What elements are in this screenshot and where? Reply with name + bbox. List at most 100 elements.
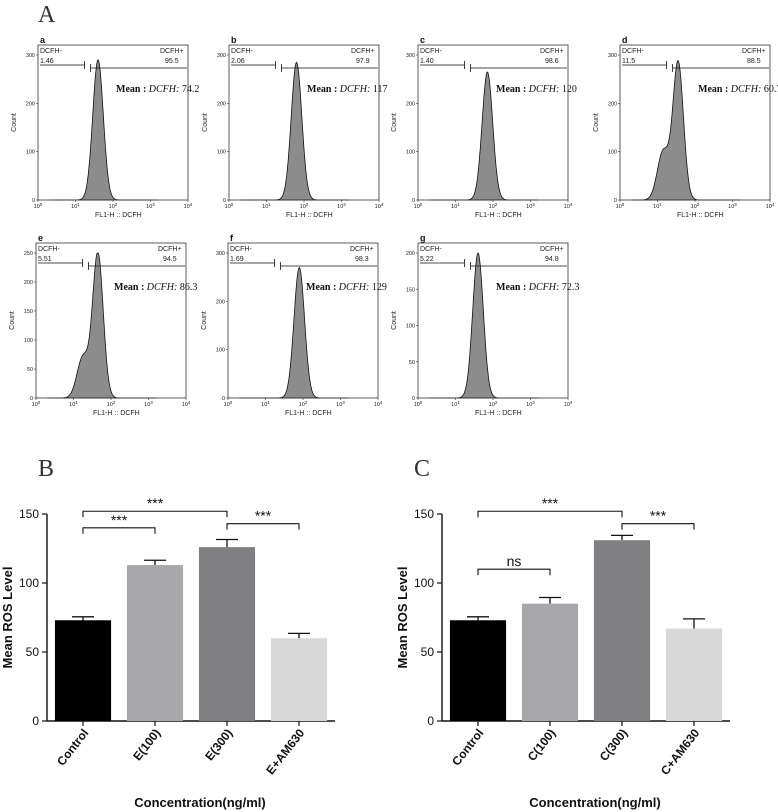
significance-bracket-0 [82,527,156,534]
x-tick-label: 100 [34,202,43,210]
mean-annotation: Mean : DCFH: 86.3 [114,282,197,293]
x-tick-label: 102 [489,202,498,210]
significance-label-0: *** [111,512,128,528]
x-axis-label: Concentration(ng/ml) [529,795,660,810]
gate-right-label: DCFH+ [742,48,766,55]
significance-bracket-1 [82,510,228,518]
y-axis-label: Count [9,311,16,330]
y-tick-label: 150 [406,287,415,293]
x-tick-label: 100 [32,400,41,408]
y-axis-label: Count [391,113,398,132]
panel-a-letter: A [38,2,56,28]
y-tick-label: 0 [223,198,226,204]
bar-0 [54,620,112,721]
gate-right-label: DCFH+ [540,48,564,55]
x-tick-label: 100 [616,202,625,210]
x-tick-label: 103 [728,202,737,210]
gate-left-label: DCFH- [622,48,644,55]
x-tick-label: 100 [224,400,233,408]
bar-2 [593,540,651,721]
x-tick-label: 102 [107,400,116,408]
bar-0 [449,620,507,721]
y-tick-label: 100 [414,576,434,590]
bar-1 [521,603,579,721]
x-tick-label: 104 [184,202,193,210]
x-tick-label: 100 [225,202,234,210]
y-tick-label: 300 [216,251,225,257]
x-tick-label: 101 [653,202,662,210]
histogram-curve [47,252,156,399]
subplot-letter: a [40,35,46,45]
x-tick-label: 103 [146,202,155,210]
y-tick-label: 0 [614,198,617,204]
y-tick-label: 300 [26,53,35,59]
x-tick-label: 104 [564,202,573,210]
panel-c-letter: C [414,456,430,482]
y-tick-label: 0 [427,714,434,728]
x-axis-label: FL1-H :: DCFH [286,212,333,219]
y-tick-label: 0 [412,396,415,402]
panel-b-letter: B [38,456,54,482]
y-tick-label: 300 [608,53,617,59]
category-label-1: E(100) [130,726,163,763]
gate-left-label: DCFH- [40,48,62,55]
gate-right-label: DCFH+ [160,48,184,55]
x-tick-label: 101 [451,400,460,408]
subplot-letter: f [230,233,234,243]
gate-left-label: DCFH- [420,246,442,253]
y-tick-label: 0 [30,396,33,402]
x-tick-label: 104 [375,202,384,210]
y-axis-label: Mean ROS Level [0,567,15,669]
y-tick-label: 100 [216,348,225,354]
significance-bracket-2 [621,523,695,530]
subplot-letter: d [622,35,628,45]
x-tick-label: 101 [71,202,80,210]
y-tick-label: 0 [32,198,35,204]
x-tick-label: 101 [261,400,270,408]
gate-left-value: 5.51 [38,256,52,263]
x-tick-label: 102 [109,202,118,210]
x-tick-label: 103 [526,400,535,408]
y-tick-label: 150 [19,507,39,521]
y-axis-label: Count [593,113,600,132]
y-tick-label: 50 [26,645,40,659]
gate-right-value: 98.6 [545,58,559,65]
bar-chart-c: 0 50 100 150 Mean ROS Level Control C(100) C(30… [395,495,730,810]
y-tick-label: 100 [19,576,39,590]
category-label-0: Control [449,726,486,768]
x-tick-label: 104 [374,400,383,408]
bar-1 [126,565,184,721]
x-tick-label: 100 [414,202,423,210]
category-label-2: E(300) [202,726,235,763]
x-axis-label: FL1-H :: DCFH [475,410,522,417]
gate-left-value: 11.5 [622,58,635,65]
subplot-letter: g [420,233,426,243]
subplot-letter: c [420,35,425,45]
x-tick-label: 102 [300,202,309,210]
x-tick-label: 101 [69,400,78,408]
significance-label-1: *** [147,495,164,511]
y-tick-label: 100 [26,150,35,156]
subplot-letter: e [38,233,43,243]
gate-left-label: DCFH- [38,246,60,253]
gate-right-value: 95.5 [165,58,179,65]
significance-label-2: *** [650,508,667,524]
y-tick-label: 100 [608,150,617,156]
y-tick-label: 150 [24,309,33,315]
y-tick-label: 200 [26,101,35,107]
y-tick-label: 50 [421,645,435,659]
y-tick-label: 50 [27,367,33,373]
y-tick-label: 100 [406,324,415,330]
gate-left-label: DCFH- [231,48,253,55]
subplot-letter: b [231,35,237,45]
histogram-curve [631,59,740,201]
bar-3 [665,628,723,721]
category-label-3: E+AM630 [263,726,307,777]
